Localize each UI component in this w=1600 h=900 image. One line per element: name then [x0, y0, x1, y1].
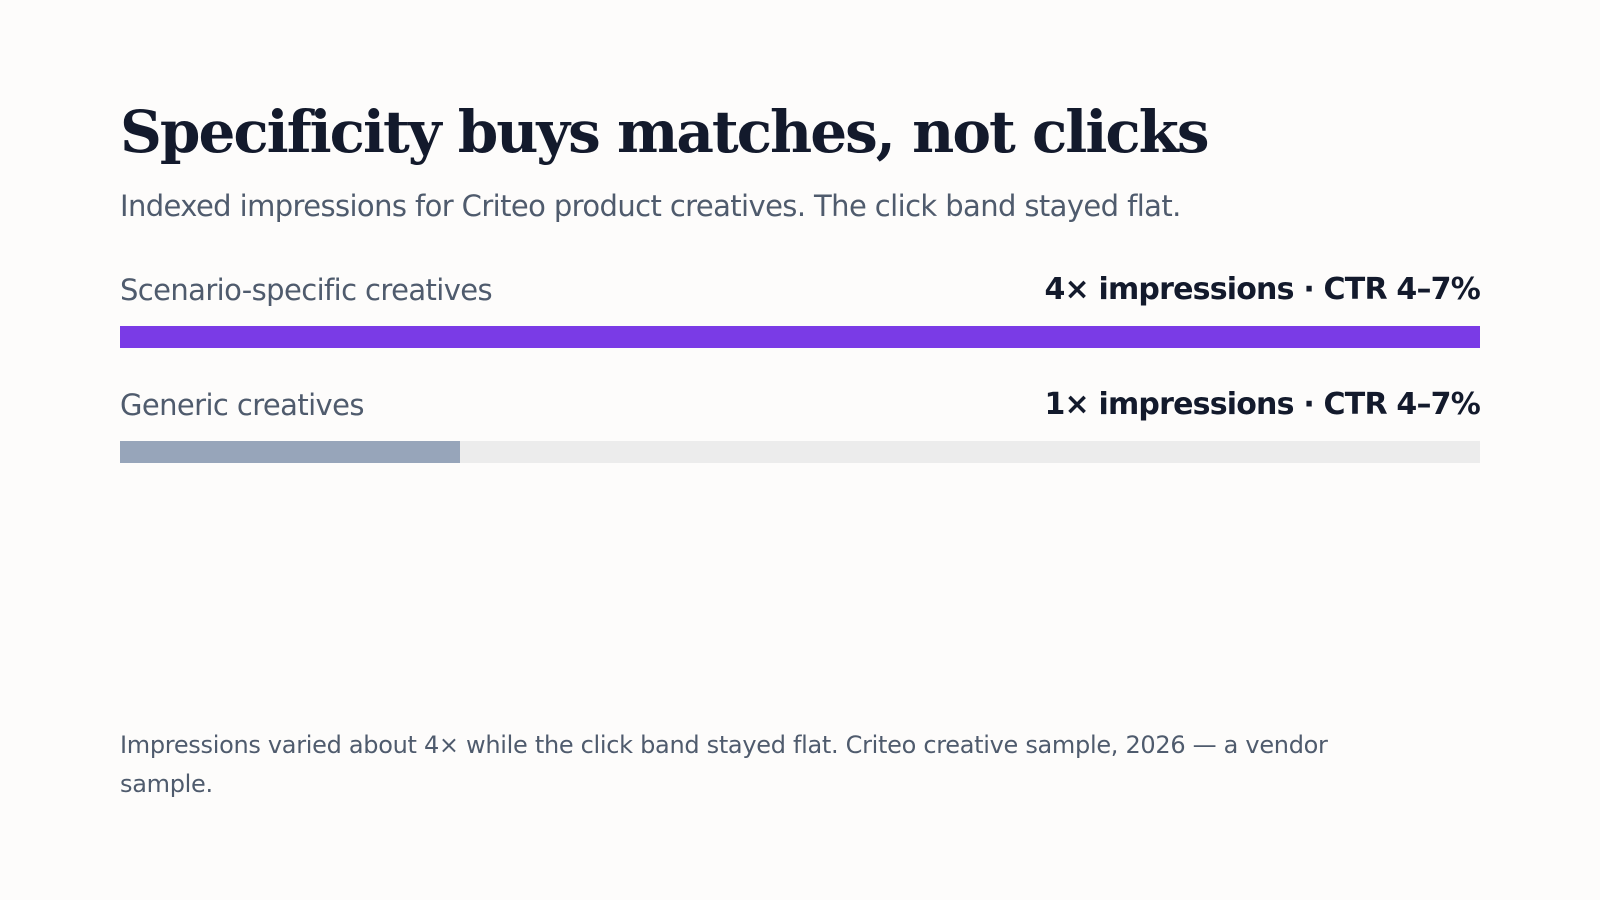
bar-track: [120, 441, 1480, 463]
bar-value-label: 4× impressions · CTR 4–7%: [1044, 272, 1480, 307]
footnote: Impressions varied about 4× while the cl…: [120, 731, 1328, 798]
bar-label: Scenario-specific creatives: [120, 273, 493, 307]
bar-generic: [120, 441, 460, 463]
page-subtitle: Indexed impressions for Criteo product c…: [120, 189, 1181, 223]
bar-scenario-specific: [120, 326, 1480, 348]
page-title: Specificity buys matches, not clicks: [120, 98, 1210, 166]
bar-label: Generic creatives: [120, 388, 364, 422]
slide: Specificity buys matches, not clicks Ind…: [120, 0, 1481, 900]
bar-value-label: 1× impressions · CTR 4–7%: [1044, 387, 1480, 422]
bar-track: [120, 326, 1480, 348]
